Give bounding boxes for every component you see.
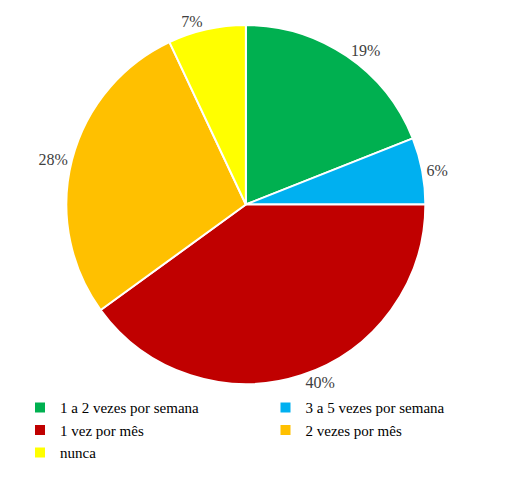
svg-text:40%: 40%: [306, 374, 335, 391]
svg-text:7%: 7%: [181, 13, 202, 30]
svg-text:6%: 6%: [426, 162, 447, 179]
svg-text:nunca: nunca: [60, 445, 96, 461]
svg-text:28%: 28%: [38, 151, 67, 168]
svg-text:19%: 19%: [351, 42, 380, 59]
svg-text:3 a 5 vezes por semana: 3 a 5 vezes por semana: [306, 400, 445, 416]
svg-text:1 vez por mês: 1 vez por mês: [60, 423, 144, 439]
svg-text:2 vezes por mês: 2 vezes por mês: [306, 423, 402, 439]
svg-text:1 a 2 vezes por semana: 1 a 2 vezes por semana: [60, 400, 199, 416]
